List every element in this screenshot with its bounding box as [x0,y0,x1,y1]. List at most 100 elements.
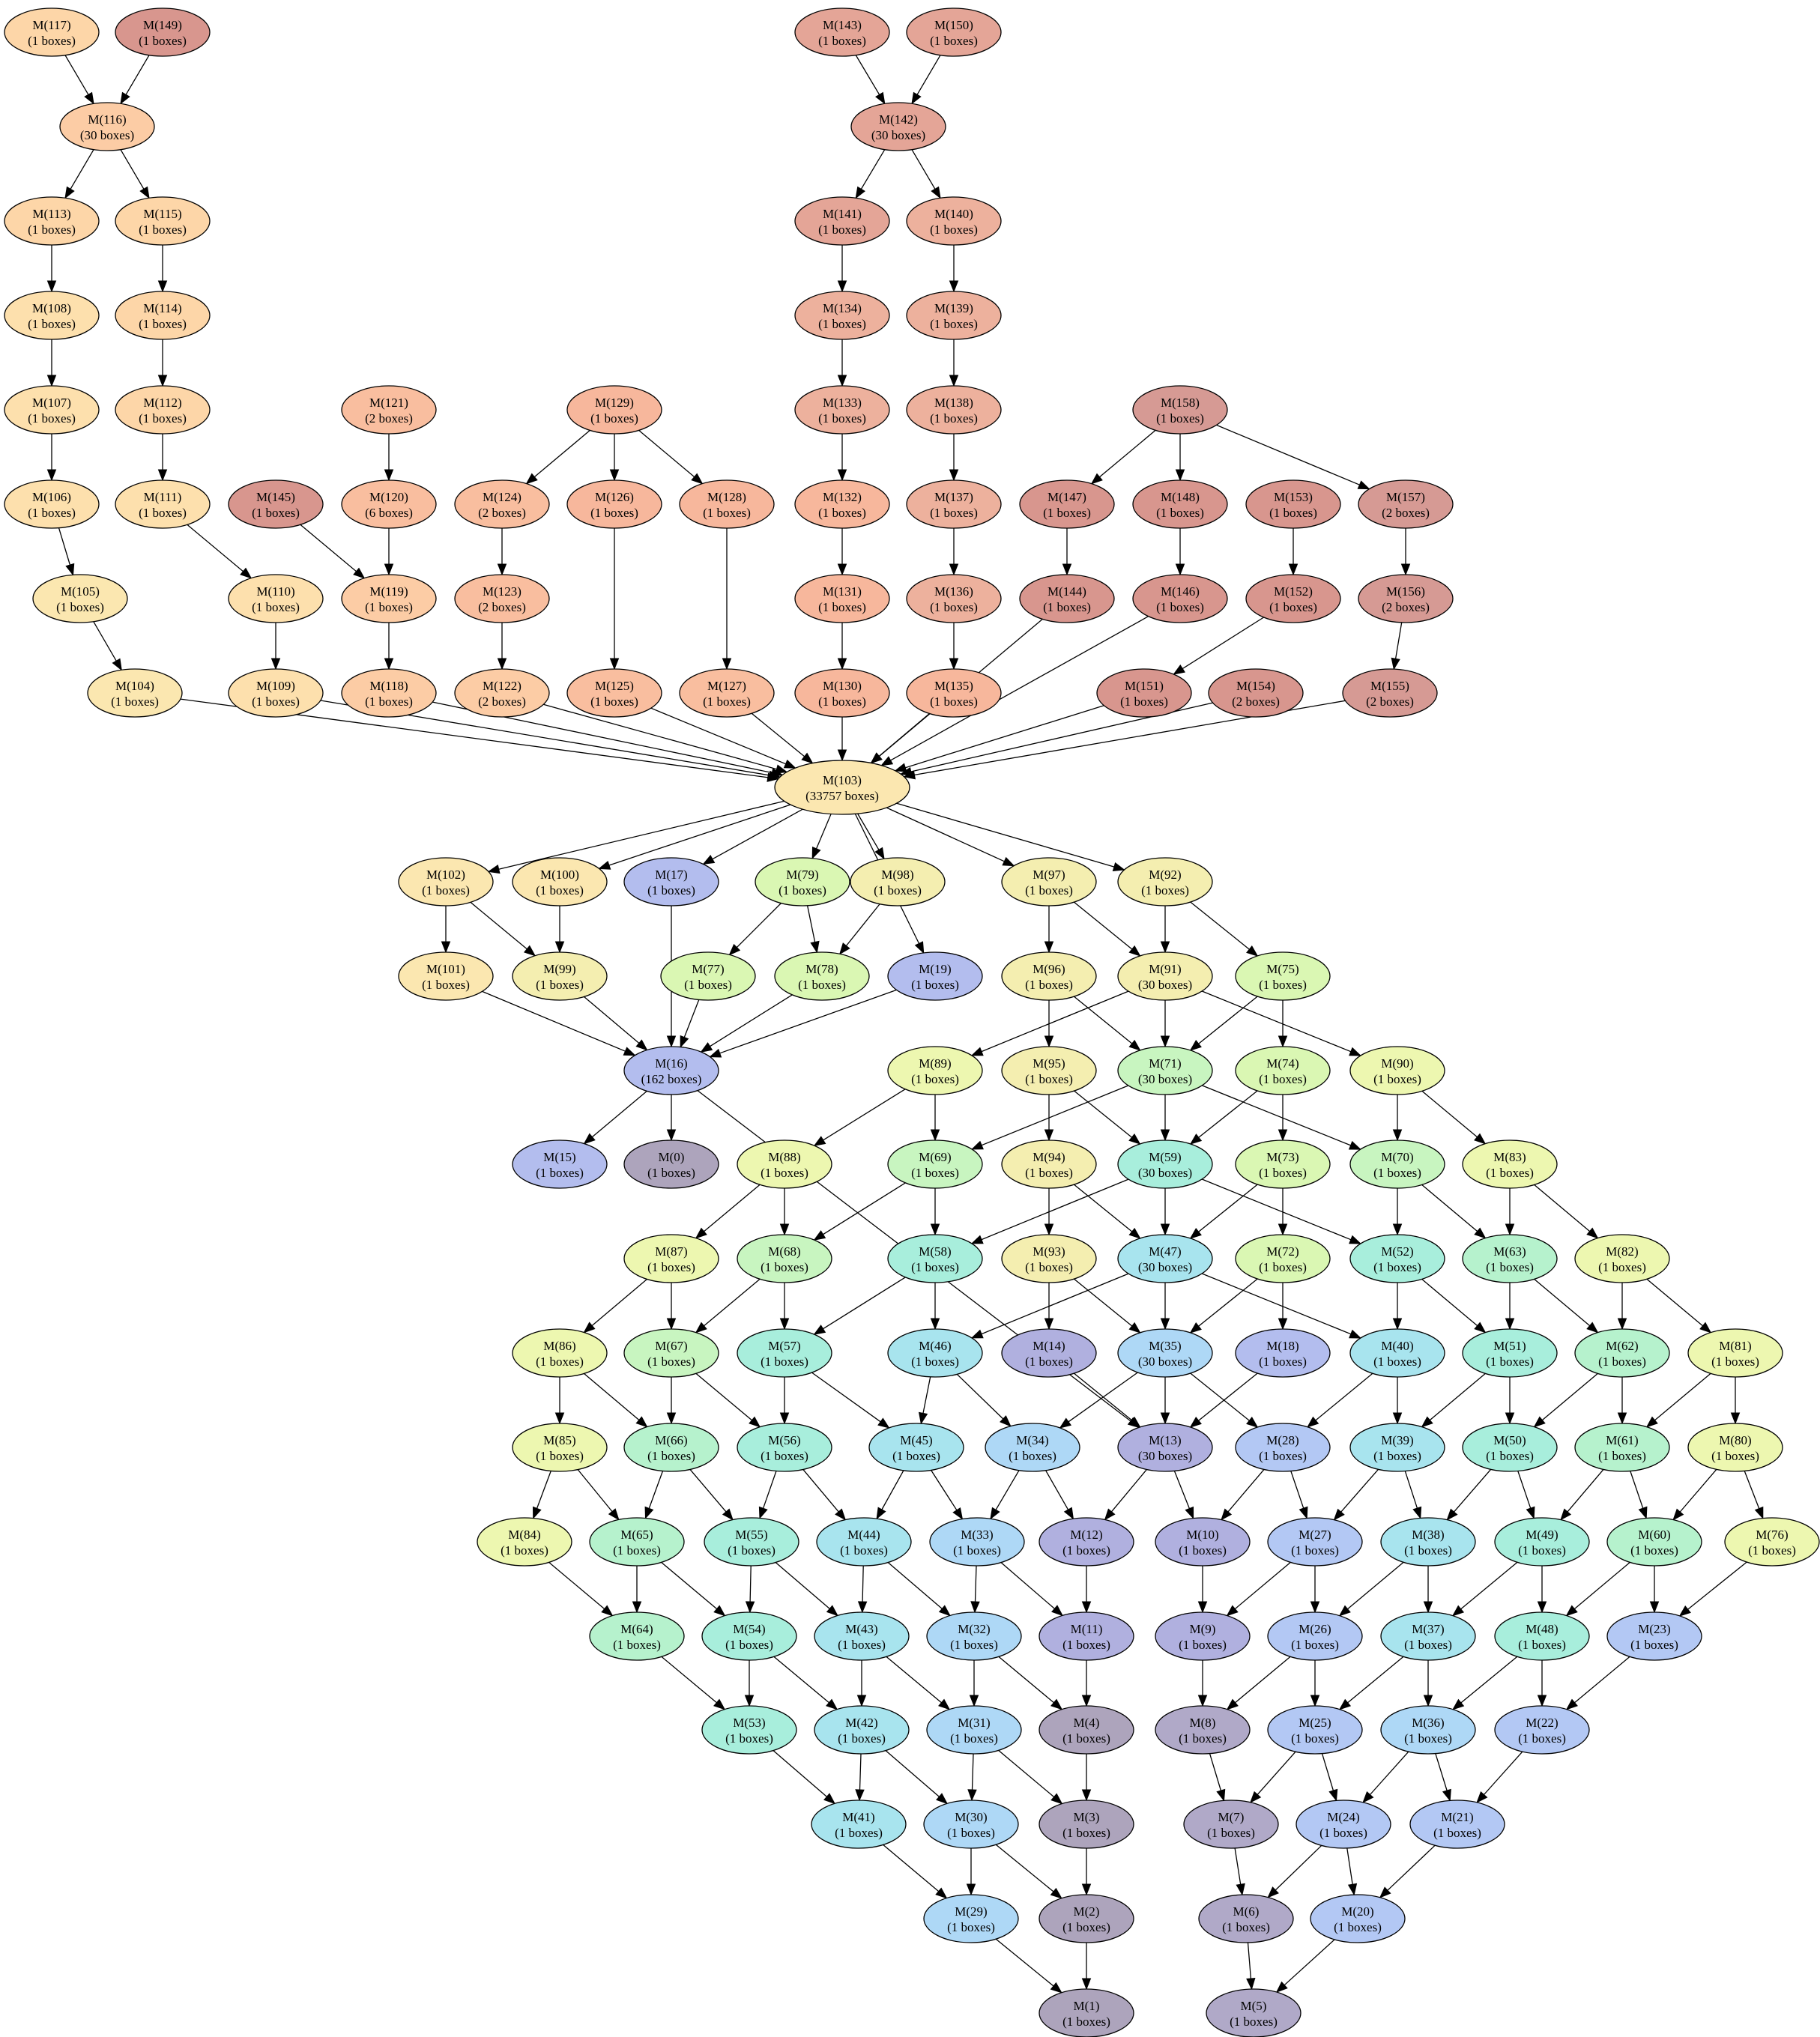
graph-node-m115[interactable]: M(115) (1 boxes) [115,196,211,246]
graph-node-m41[interactable]: M(41) (1 boxes) [811,1800,907,1849]
graph-node-m27[interactable]: M(27)(1 boxes) [1267,1517,1363,1567]
graph-node-m141[interactable]: M(141) (1 boxes) [794,196,890,246]
graph-node-m119[interactable]: M(119)(1 boxes) [341,574,437,623]
graph-node-m2[interactable]: M(2)(1 boxes) [1039,1894,1134,1943]
graph-node-m153[interactable]: M(153) (1 boxes) [1245,479,1341,529]
graph-node-m123[interactable]: M(123)(2 boxes) [454,574,550,623]
graph-node-m102[interactable]: M(102)(1 boxes) [398,857,494,906]
graph-node-m121[interactable]: M(121)(2 boxes) [341,385,437,435]
graph-node-m53[interactable]: M(53)(1 boxes) [701,1705,797,1755]
graph-node-m25[interactable]: M(25)(1 boxes) [1267,1705,1363,1755]
graph-node-m8[interactable]: M(8)(1 boxes) [1155,1705,1251,1755]
graph-node-m48[interactable]: M(48) (1 boxes) [1494,1611,1590,1661]
graph-node-m93[interactable]: M(93)(1 boxes) [1001,1234,1097,1283]
graph-node-m122[interactable]: M(122)(2 boxes) [454,668,550,718]
graph-node-m85[interactable]: M(85) (1 boxes) [512,1423,608,1472]
graph-node-m77[interactable]: M(77) (1 boxes) [660,951,756,1001]
graph-node-m40[interactable]: M(40) (1 boxes) [1349,1328,1445,1378]
graph-node-m109[interactable]: M(109)(1 boxes) [228,668,324,718]
graph-node-m108[interactable]: M(108) (1 boxes) [4,291,100,340]
graph-node-m81[interactable]: M(81) (1 boxes) [1687,1328,1783,1378]
graph-node-m84[interactable]: M(84)(1 boxes) [477,1517,572,1567]
graph-node-m57[interactable]: M(57) (1 boxes) [737,1328,832,1378]
graph-node-m45[interactable]: M(45) (1 boxes) [868,1423,964,1472]
graph-node-m157[interactable]: M(157) (2 boxes) [1358,479,1454,529]
graph-node-m116[interactable]: M(116)(30 boxes) [59,102,155,151]
graph-node-m145[interactable]: M(145) (1 boxes) [228,479,324,529]
graph-node-m133[interactable]: M(133)(1 boxes) [794,385,890,435]
graph-node-m55[interactable]: M(55)(1 boxes) [704,1517,799,1567]
graph-node-m1[interactable]: M(1) (1 boxes) [1039,1988,1134,2037]
graph-node-m60[interactable]: M(60)(1 boxes) [1606,1517,1702,1567]
graph-node-m137[interactable]: M(137) (1 boxes) [906,479,1002,529]
graph-node-m33[interactable]: M(33)(1 boxes) [929,1517,1025,1567]
graph-node-m92[interactable]: M(92)(1 boxes) [1117,857,1213,906]
graph-node-m156[interactable]: M(156)(2 boxes) [1358,574,1454,623]
graph-node-m112[interactable]: M(112)(1 boxes) [115,385,211,435]
graph-node-m28[interactable]: M(28) (1 boxes) [1235,1423,1331,1472]
graph-node-m14[interactable]: M(14) (1 boxes) [1001,1328,1097,1378]
graph-node-m61[interactable]: M(61) (1 boxes) [1574,1423,1670,1472]
graph-node-m152[interactable]: M(152)(1 boxes) [1245,574,1341,623]
graph-node-m23[interactable]: M(23) (1 boxes) [1606,1611,1702,1661]
graph-node-m39[interactable]: M(39) (1 boxes) [1349,1423,1445,1472]
graph-node-m47[interactable]: M(47)(30 boxes) [1117,1234,1213,1283]
graph-node-m95[interactable]: M(95)(1 boxes) [1001,1046,1097,1095]
graph-node-m5[interactable]: M(5) (1 boxes) [1206,1988,1301,2037]
graph-node-m107[interactable]: M(107)(1 boxes) [4,385,100,435]
graph-node-m65[interactable]: M(65)(1 boxes) [589,1517,685,1567]
graph-node-m42[interactable]: M(42)(1 boxes) [814,1705,910,1755]
graph-node-m131[interactable]: M(131)(1 boxes) [794,574,890,623]
graph-node-m63[interactable]: M(63)(1 boxes) [1462,1234,1558,1283]
graph-node-m54[interactable]: M(54) (1 boxes) [701,1611,797,1661]
graph-node-m151[interactable]: M(151)(1 boxes) [1096,668,1192,718]
graph-node-m24[interactable]: M(24) (1 boxes) [1296,1800,1391,1849]
graph-node-m4[interactable]: M(4)(1 boxes) [1039,1705,1134,1755]
graph-node-m96[interactable]: M(96) (1 boxes) [1001,951,1097,1001]
graph-node-m105[interactable]: M(105)(1 boxes) [32,574,128,623]
graph-node-m103[interactable]: M(103) (33757 boxes) [774,760,910,815]
graph-node-m128[interactable]: M(128) (1 boxes) [679,479,775,529]
graph-node-m120[interactable]: M(120) (6 boxes) [341,479,437,529]
graph-node-m98[interactable]: M(98)(1 boxes) [850,857,946,906]
graph-node-m67[interactable]: M(67) (1 boxes) [623,1328,719,1378]
graph-node-m155[interactable]: M(155)(2 boxes) [1342,668,1438,718]
graph-node-m16[interactable]: M(16)(162 boxes) [623,1046,719,1095]
graph-node-m129[interactable]: M(129)(1 boxes) [566,385,662,435]
graph-node-m13[interactable]: M(13) (30 boxes) [1117,1423,1213,1472]
graph-node-m82[interactable]: M(82)(1 boxes) [1574,1234,1670,1283]
graph-node-m142[interactable]: M(142)(30 boxes) [850,102,946,151]
graph-node-m127[interactable]: M(127)(1 boxes) [679,668,775,718]
graph-node-m64[interactable]: M(64) (1 boxes) [589,1611,685,1661]
graph-node-m19[interactable]: M(19) (1 boxes) [887,951,983,1001]
graph-node-m126[interactable]: M(126) (1 boxes) [566,479,662,529]
graph-node-m140[interactable]: M(140) (1 boxes) [906,196,1002,246]
graph-node-m43[interactable]: M(43) (1 boxes) [814,1611,910,1661]
graph-node-m46[interactable]: M(46) (1 boxes) [887,1328,983,1378]
graph-node-m94[interactable]: M(94) (1 boxes) [1001,1139,1097,1189]
graph-node-m73[interactable]: M(73) (1 boxes) [1235,1139,1331,1189]
graph-node-m52[interactable]: M(52)(1 boxes) [1349,1234,1445,1283]
graph-node-m91[interactable]: M(91) (30 boxes) [1117,951,1213,1001]
graph-node-m70[interactable]: M(70) (1 boxes) [1349,1139,1445,1189]
graph-node-m36[interactable]: M(36)(1 boxes) [1380,1705,1476,1755]
graph-node-m69[interactable]: M(69) (1 boxes) [887,1139,983,1189]
graph-node-m117[interactable]: M(117) (1 boxes) [4,7,100,57]
graph-node-m80[interactable]: M(80) (1 boxes) [1687,1423,1783,1472]
graph-node-m146[interactable]: M(146)(1 boxes) [1132,574,1228,623]
graph-node-m150[interactable]: M(150) (1 boxes) [906,7,1002,57]
graph-node-m143[interactable]: M(143) (1 boxes) [794,7,890,57]
graph-node-m99[interactable]: M(99) (1 boxes) [512,951,608,1001]
graph-node-m17[interactable]: M(17)(1 boxes) [623,857,719,906]
graph-node-m9[interactable]: M(9) (1 boxes) [1155,1611,1251,1661]
graph-node-m139[interactable]: M(139) (1 boxes) [906,291,1002,340]
graph-node-m22[interactable]: M(22)(1 boxes) [1494,1705,1590,1755]
graph-node-m132[interactable]: M(132) (1 boxes) [794,479,890,529]
graph-node-m110[interactable]: M(110)(1 boxes) [228,574,324,623]
graph-node-m26[interactable]: M(26) (1 boxes) [1267,1611,1363,1661]
graph-node-m88[interactable]: M(88) (1 boxes) [737,1139,832,1189]
graph-node-m79[interactable]: M(79)(1 boxes) [755,857,850,906]
graph-node-m113[interactable]: M(113) (1 boxes) [4,196,100,246]
graph-node-m30[interactable]: M(30) (1 boxes) [923,1800,1019,1849]
graph-node-m6[interactable]: M(6)(1 boxes) [1198,1894,1294,1943]
